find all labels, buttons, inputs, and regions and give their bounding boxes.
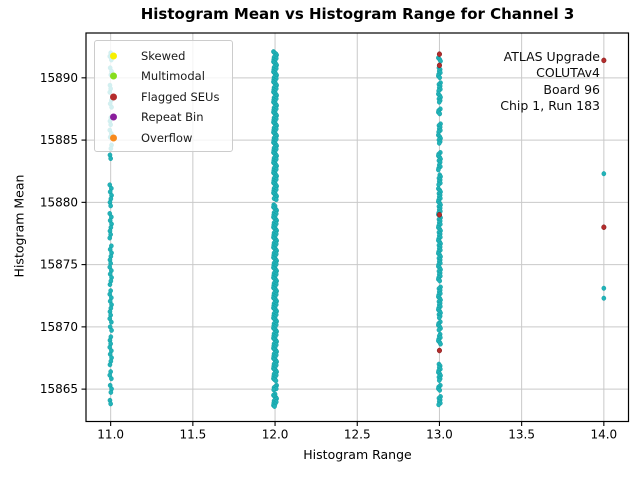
x-tick-label: 12.0 bbox=[262, 428, 289, 442]
scatter-point bbox=[436, 140, 442, 146]
scatter-point bbox=[273, 378, 279, 384]
scatter-point bbox=[273, 197, 279, 203]
flagged-seu-point bbox=[601, 57, 607, 64]
scatter-point bbox=[108, 203, 113, 209]
legend-label: Skewed bbox=[141, 49, 186, 63]
scatter-point bbox=[436, 167, 441, 173]
scatter-point bbox=[601, 295, 607, 301]
flagged-seu-point bbox=[436, 62, 442, 69]
y-tick-label: 15865 bbox=[40, 382, 78, 396]
legend-entry-multimodal: Multimodal bbox=[95, 66, 232, 86]
scatter-point bbox=[107, 362, 113, 368]
scatter-point bbox=[436, 402, 441, 408]
legend-label: Multimodal bbox=[141, 69, 205, 84]
y-tick-label: 15880 bbox=[40, 195, 78, 209]
scatter-point bbox=[437, 75, 443, 81]
scatter-point bbox=[107, 235, 113, 241]
x-tick-label: 11.0 bbox=[97, 428, 124, 442]
annotation-line: Board 96 bbox=[543, 81, 600, 97]
data-points bbox=[107, 49, 607, 409]
flagged-seu-point bbox=[436, 347, 442, 354]
scatter-point bbox=[272, 403, 277, 409]
y-tick-label: 15870 bbox=[40, 320, 78, 334]
legend: Skewed Multimodal Flagged SEUs Repeat Bin Ov… bbox=[94, 40, 233, 152]
y-tick-label: 15890 bbox=[40, 71, 78, 85]
legend-label: Flagged SEUs bbox=[141, 89, 220, 104]
flagged-seu-point bbox=[601, 224, 607, 230]
annotation-text: ATLAS Upgrade COLUTAv4 Board 96 Chip 1, Run… bbox=[500, 49, 600, 115]
legend-entry-repeat-bin: Repeat Bin bbox=[95, 107, 232, 127]
y-axis-label: Histogram Mean bbox=[11, 174, 27, 278]
scatter-point bbox=[271, 387, 277, 393]
scatter-point bbox=[436, 315, 442, 321]
scatter-point bbox=[437, 387, 443, 393]
annotation-line: COLUTAv4 bbox=[536, 65, 600, 81]
annotation-line: ATLAS Upgrade bbox=[503, 49, 600, 64]
legend-marker-icon bbox=[110, 93, 117, 101]
annotation-line: Chip 1, Run 183 bbox=[500, 98, 600, 114]
flagged-seu-point bbox=[436, 51, 442, 57]
x-tick-label: 12.5 bbox=[344, 428, 371, 442]
x-axis-label: Histogram Range bbox=[303, 447, 412, 462]
scatter-point bbox=[438, 341, 443, 347]
legend-label: Overflow bbox=[141, 130, 193, 145]
legend-marker-icon bbox=[110, 113, 117, 121]
x-tick-label: 14.0 bbox=[590, 428, 617, 442]
chart-title: Histogram Mean vs Histogram Range for Ch… bbox=[140, 5, 575, 23]
scatter-point bbox=[437, 111, 443, 117]
legend-marker-icon bbox=[110, 72, 117, 80]
scatter-point bbox=[109, 327, 114, 333]
legend-marker-icon bbox=[110, 52, 117, 60]
scatter-point bbox=[601, 171, 607, 177]
legend-marker-icon bbox=[110, 134, 117, 142]
scatter-point bbox=[436, 327, 442, 333]
y-tick-label: 15875 bbox=[40, 258, 78, 272]
tick-labels: 11.0 11.5 12.0 12.5 13.0 13.5 14.0 15865 15870 15… bbox=[40, 71, 617, 442]
scatter-point bbox=[601, 285, 607, 291]
scatter-point bbox=[436, 99, 442, 105]
scatter-point bbox=[108, 401, 113, 407]
scatter-point bbox=[109, 319, 114, 325]
legend-entry-flagged-seus: Flagged SEUs bbox=[95, 87, 232, 107]
axis-ticks bbox=[81, 77, 605, 426]
flagged-seu-point bbox=[436, 212, 442, 218]
scatter-point bbox=[436, 377, 442, 383]
x-tick-label: 13.5 bbox=[508, 428, 535, 442]
y-tick-label: 15885 bbox=[40, 133, 78, 147]
scatter-point bbox=[108, 156, 113, 162]
scatter-point bbox=[109, 376, 114, 382]
scatter-point bbox=[107, 282, 113, 288]
scatter-point bbox=[437, 278, 443, 284]
legend-entry-overflow: Overflow bbox=[95, 128, 232, 148]
x-tick-label: 13.0 bbox=[426, 428, 453, 442]
legend-entry-skewed: Skewed bbox=[95, 46, 232, 66]
legend-label: Repeat Bin bbox=[141, 110, 204, 125]
x-tick-label: 11.5 bbox=[179, 428, 206, 442]
scatter-point bbox=[108, 389, 114, 395]
